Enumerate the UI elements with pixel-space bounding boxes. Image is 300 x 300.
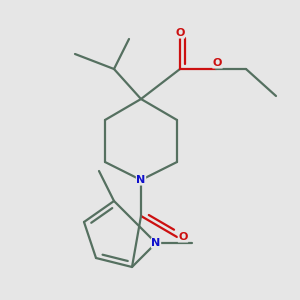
Text: N: N xyxy=(152,238,160,248)
Text: O: O xyxy=(175,28,185,38)
Text: N: N xyxy=(136,175,146,185)
Text: O: O xyxy=(178,232,188,242)
Text: O: O xyxy=(213,58,222,68)
